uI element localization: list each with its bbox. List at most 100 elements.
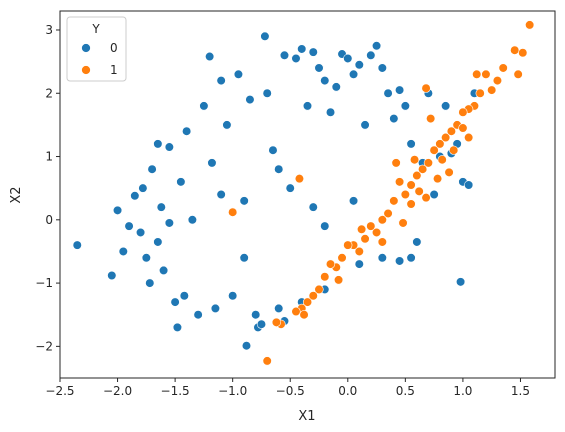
point-class-0 — [228, 291, 238, 301]
point-class-1 — [423, 158, 433, 168]
point-class-1 — [432, 174, 443, 184]
point-class-1 — [333, 275, 344, 285]
point-class-0 — [179, 291, 189, 301]
point-class-0 — [199, 101, 209, 111]
legend-label-0: 0 — [110, 41, 118, 55]
point-class-1 — [325, 259, 336, 269]
point-class-0 — [354, 60, 364, 70]
point-class-1 — [446, 126, 457, 136]
x-tick-label: 0.5 — [396, 384, 415, 398]
point-class-0 — [205, 51, 215, 62]
point-class-0 — [164, 142, 174, 152]
point-class-0 — [412, 237, 422, 247]
point-class-0 — [251, 310, 261, 320]
point-class-0 — [187, 215, 197, 225]
point-class-1 — [377, 215, 387, 225]
point-class-1 — [377, 237, 387, 247]
legend: Y 0 1 — [66, 16, 127, 82]
point-class-0 — [260, 31, 270, 41]
point-class-0 — [331, 82, 341, 92]
point-class-0 — [274, 303, 284, 314]
point-class-1 — [525, 20, 535, 30]
point-class-1 — [487, 85, 497, 95]
legend-label-1: 1 — [110, 63, 118, 77]
point-class-0 — [371, 41, 382, 51]
point-class-0 — [348, 196, 359, 206]
point-class-0 — [153, 237, 163, 247]
point-class-1 — [475, 88, 485, 98]
point-class-0 — [406, 253, 416, 263]
point-class-1 — [498, 63, 508, 73]
point-class-1 — [343, 240, 353, 250]
y-axis-ticks: −2 −1 0 1 2 3 — [35, 23, 60, 353]
point-class-1 — [299, 310, 309, 320]
point-class-1 — [308, 291, 318, 301]
point-class-1 — [449, 145, 459, 155]
point-class-1 — [314, 284, 324, 295]
point-class-0 — [343, 53, 353, 64]
point-class-0 — [124, 221, 134, 231]
point-class-1 — [228, 207, 238, 217]
point-class-0 — [377, 63, 387, 73]
point-class-1 — [472, 69, 482, 79]
point-class-0 — [241, 341, 252, 351]
x-tick-label: −2.0 — [103, 384, 132, 398]
point-class-1 — [513, 69, 523, 79]
point-class-0 — [389, 113, 399, 124]
point-class-0 — [216, 189, 226, 200]
point-class-1 — [437, 155, 447, 165]
point-class-0 — [308, 202, 318, 212]
point-class-0 — [222, 120, 232, 130]
point-class-1 — [406, 199, 416, 209]
point-class-0 — [302, 101, 313, 111]
point-class-1 — [320, 272, 330, 282]
point-class-0 — [320, 221, 330, 231]
point-class-0 — [366, 50, 376, 60]
point-class-0 — [400, 101, 410, 111]
point-class-0 — [429, 189, 439, 200]
point-class-0 — [170, 297, 180, 307]
point-class-0 — [164, 218, 174, 228]
point-class-0 — [314, 63, 324, 73]
point-class-1 — [429, 145, 439, 155]
point-class-0 — [145, 278, 155, 288]
point-class-1 — [414, 186, 424, 196]
point-class-0 — [156, 202, 166, 212]
x-axis-label: X1 — [298, 409, 315, 424]
point-class-1 — [291, 306, 301, 317]
point-class-0 — [464, 180, 474, 190]
y-axis-label: X2 — [9, 186, 24, 203]
legend-title: Y — [91, 22, 100, 36]
point-class-1 — [354, 246, 364, 257]
point-class-1 — [302, 297, 313, 307]
point-class-0 — [159, 265, 169, 276]
legend-marker-0 — [81, 43, 91, 53]
y-tick-label: 0 — [45, 213, 53, 227]
point-class-1 — [360, 234, 370, 244]
point-class-0 — [135, 227, 146, 238]
point-class-1 — [406, 180, 416, 190]
point-class-0 — [138, 183, 148, 193]
point-class-0 — [172, 322, 183, 332]
point-class-0 — [210, 303, 221, 314]
point-class-1 — [464, 132, 474, 143]
point-class-1 — [400, 189, 410, 200]
point-class-0 — [441, 101, 451, 111]
point-class-0 — [239, 253, 249, 263]
point-class-1 — [458, 123, 468, 133]
point-class-0 — [394, 85, 405, 95]
point-class-1 — [389, 196, 399, 206]
point-class-0 — [182, 126, 192, 136]
point-class-0 — [107, 270, 117, 281]
point-class-0 — [406, 139, 416, 149]
point-class-0 — [320, 75, 330, 86]
point-class-0 — [354, 259, 364, 269]
point-class-0 — [112, 205, 123, 215]
x-tick-label: −1.0 — [218, 384, 247, 398]
point-class-0 — [285, 183, 295, 193]
point-class-0 — [72, 240, 82, 250]
y-tick-label: −2 — [35, 339, 53, 353]
point-class-1 — [337, 253, 347, 263]
point-class-0 — [176, 177, 186, 187]
